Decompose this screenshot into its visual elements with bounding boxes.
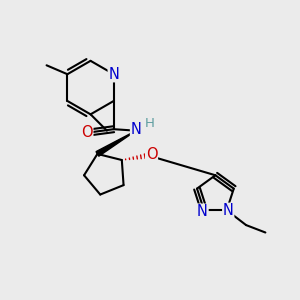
- Text: N: N: [108, 67, 119, 82]
- Text: O: O: [81, 125, 93, 140]
- Polygon shape: [96, 131, 136, 156]
- Text: H: H: [145, 117, 154, 130]
- Text: N: N: [130, 122, 142, 137]
- Text: N: N: [197, 204, 208, 219]
- Text: N: N: [223, 203, 234, 218]
- Text: O: O: [146, 147, 157, 162]
